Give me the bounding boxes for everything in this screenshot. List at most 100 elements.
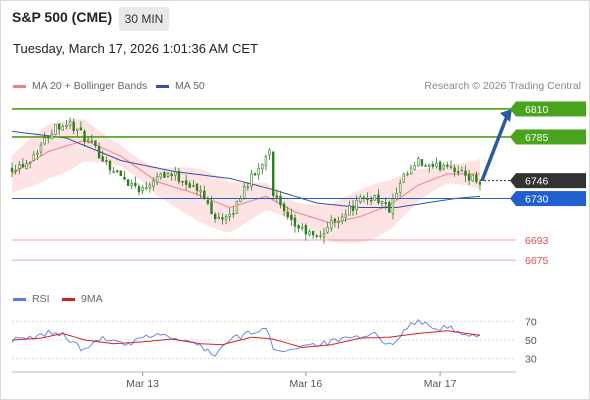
candle-body: [471, 174, 474, 182]
candle-body: [460, 169, 464, 172]
projection-arrow-head-icon: [500, 108, 512, 122]
candles-group: [10, 117, 482, 244]
candle-body: [359, 196, 362, 203]
level-label-resistance: 6810: [525, 104, 549, 116]
candle-body: [181, 180, 184, 183]
candle-body: [79, 127, 83, 131]
candle-body: [301, 226, 304, 229]
candle-body: [232, 213, 235, 215]
level-tag-current: [516, 173, 586, 189]
candle-body: [402, 173, 406, 183]
level-label-support: 6675: [525, 255, 549, 267]
candle-body: [395, 192, 398, 199]
legend-bb: MA 20 + Bollinger Bands: [13, 80, 147, 92]
level-tag-resistance: [516, 129, 586, 145]
candle-body: [333, 218, 337, 222]
candle-body: [420, 159, 424, 166]
candle-body: [43, 137, 46, 145]
legend-ma50-label: MA 50: [175, 80, 205, 92]
candle-body: [32, 154, 35, 161]
candle-body: [417, 158, 420, 167]
candle-body: [464, 170, 467, 176]
legend-bb-label: MA 20 + Bollinger Bands: [32, 80, 148, 92]
candle-body: [478, 182, 482, 185]
candle-body: [105, 160, 108, 162]
candle-body: [431, 163, 435, 167]
candle-body: [155, 176, 159, 183]
candle-body: [413, 165, 416, 170]
candle-body: [264, 156, 268, 166]
candle-body: [438, 161, 442, 170]
candle-body: [112, 170, 115, 173]
candle-body: [54, 124, 57, 135]
candle-body: [101, 156, 104, 162]
level-tag-pointer-icon: [510, 129, 516, 145]
candle-body: [72, 121, 75, 131]
candle-body: [391, 198, 395, 215]
candle-body: [210, 201, 213, 214]
level-label-resistance: 6785: [525, 132, 549, 144]
candle-body: [398, 183, 402, 193]
candle-body: [126, 179, 130, 186]
candle-body: [50, 134, 54, 140]
x-tick-label: Mar 16: [290, 378, 323, 390]
candle-body: [442, 164, 445, 170]
ma20-line: [11, 139, 480, 224]
candle-body: [141, 187, 144, 191]
candle-body: [475, 174, 478, 183]
candle-body: [152, 180, 155, 187]
candle-body: [250, 173, 253, 187]
bollinger-band-area: [12, 119, 480, 244]
legend-rsi-ma: 9MA: [62, 293, 103, 305]
rsi-line: [11, 318, 481, 357]
rsi-ma-line: [11, 330, 481, 349]
level-label-pivot: 6730: [525, 194, 549, 206]
level-tag-resistance: [516, 101, 586, 117]
x-tick-label: Mar 17: [424, 378, 457, 390]
candle-body: [409, 167, 413, 175]
candle-body: [195, 183, 199, 191]
candle-body: [355, 200, 358, 210]
bb-swatch-icon: [13, 84, 26, 88]
candle-body: [217, 216, 220, 219]
candle-body: [203, 190, 206, 200]
candle-body: [213, 214, 217, 219]
candle-body: [340, 216, 344, 222]
candle-body: [86, 139, 90, 142]
candle-body: [57, 123, 61, 130]
candle-body: [272, 151, 275, 196]
candle-body: [242, 186, 246, 199]
candle-body: [406, 173, 409, 176]
level-label-current: 6746: [525, 176, 549, 188]
candle-body: [362, 196, 366, 199]
candle-body: [47, 136, 50, 139]
candle-body: [384, 202, 387, 204]
candle-body: [116, 170, 119, 173]
candle-body: [315, 235, 318, 237]
candle-body: [279, 196, 282, 206]
candle-body: [21, 163, 25, 168]
candle-body: [293, 217, 297, 227]
candle-body: [123, 176, 126, 180]
candle-body: [344, 214, 347, 218]
candle-body: [369, 199, 373, 202]
candle-body: [130, 182, 133, 186]
timeframe-button[interactable]: 30 MIN: [119, 7, 169, 31]
candle-body: [94, 140, 97, 146]
candle-body: [228, 214, 231, 217]
credit-label: Research © 2026 Trading Central: [424, 80, 581, 92]
candle-body: [159, 173, 162, 178]
candle-body: [261, 164, 264, 170]
legend-rsi: RSI: [13, 293, 50, 305]
rsi-tick-label: 70: [525, 316, 537, 328]
candle-body: [311, 231, 315, 236]
candle-body: [206, 200, 210, 204]
level-tag-pivot: [516, 191, 586, 207]
candle-body: [428, 164, 431, 167]
candle-body: [308, 231, 311, 235]
candle-body: [275, 195, 279, 198]
projection-arrow: [480, 115, 509, 182]
level-tag-pointer-icon: [510, 101, 516, 117]
candle-body: [373, 195, 376, 201]
